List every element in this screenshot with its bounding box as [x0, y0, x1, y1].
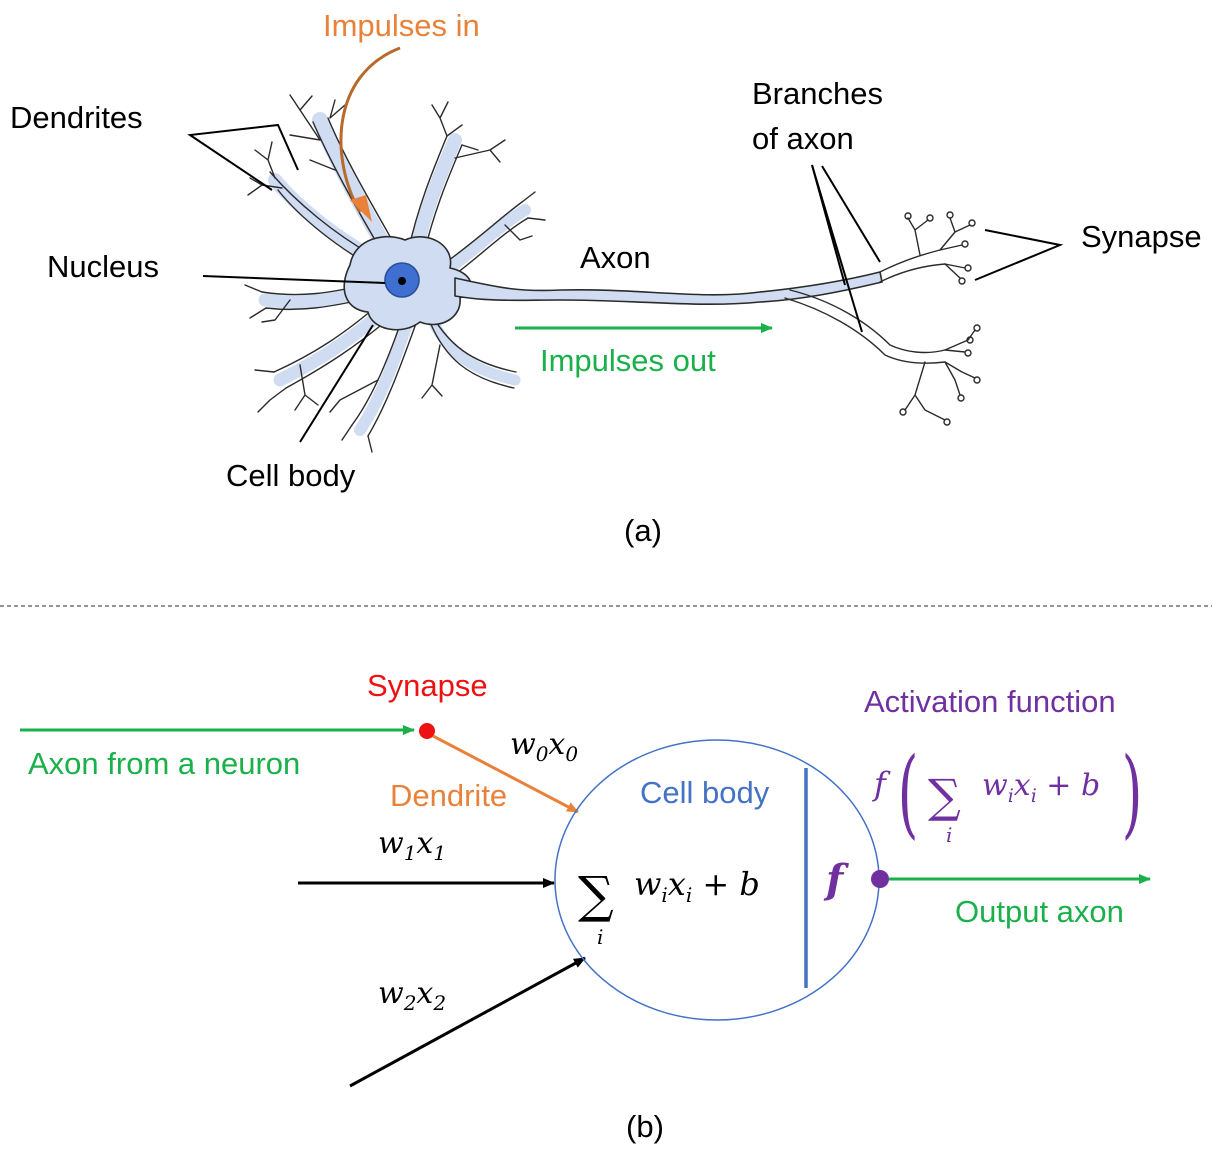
w0-letter: w [510, 727, 536, 762]
synapse-label-b: Synapse [367, 668, 488, 703]
input-w2x2-arrow [349, 956, 586, 1088]
x0-subscript: 0 [565, 742, 578, 766]
cell-sum-index: i [597, 925, 603, 949]
w1x1-term: w1x1 [378, 826, 446, 865]
cell-body-label-a: Cell body [226, 458, 356, 493]
caption-a: (a) [624, 513, 662, 548]
impulses-in-arrow [339, 46, 401, 213]
w0-subscript: 0 [536, 742, 549, 766]
activation-formula: f ( ∑ i wixi + b ) [872, 738, 1142, 850]
activation-f-symbol: f [823, 856, 849, 903]
axon-body [454, 271, 883, 306]
synapse-dot [419, 723, 435, 739]
act-x-letter: x [1014, 768, 1031, 803]
activation-function-label: Activation function [864, 684, 1116, 719]
x1-subscript: 1 [433, 841, 446, 865]
activation-dot [871, 870, 889, 888]
cell-sum-symbol: ∑ [578, 866, 614, 924]
act-sum-index: i [946, 823, 952, 847]
leader-lines-a [187, 123, 1064, 443]
act-plus-b: + b [1037, 768, 1100, 803]
act-sum-symbol: ∑ [928, 769, 961, 823]
impulses-in-label: Impulses in [323, 8, 480, 43]
biological-neuron-drawing [244, 94, 981, 453]
cell-w-subscript: i [661, 883, 667, 907]
act-f-letter: f [872, 765, 891, 803]
axon-label: Axon [580, 240, 651, 275]
branches-label-line2: of axon [752, 121, 854, 156]
cell-x-letter: x [668, 865, 686, 903]
cell-sum-terms: wixi + b [634, 865, 760, 907]
act-x-subscript: i [1031, 785, 1037, 807]
w2-subscript: 2 [403, 991, 417, 1015]
w0x0-term: w0x0 [510, 727, 578, 766]
dendrite-label: Dendrite [390, 778, 507, 813]
x2-subscript: 2 [432, 991, 446, 1015]
act-left-paren: ( [898, 738, 919, 850]
w1-subscript: 1 [404, 841, 417, 865]
cell-plus-b: + b [692, 865, 760, 903]
w2-letter: w [378, 976, 404, 1011]
act-w-letter: w [982, 768, 1008, 803]
impulses-out-label: Impulses out [540, 343, 716, 378]
output-axon-label: Output axon [955, 894, 1124, 929]
axon-terminals [784, 211, 981, 426]
nucleus-label: Nucleus [47, 249, 159, 284]
nucleolus [398, 277, 406, 285]
impulses-in-arrowhead [350, 195, 372, 222]
cell-body-label-b: Cell body [640, 775, 770, 810]
cell-w-letter: w [634, 865, 661, 903]
w1-letter: w [378, 826, 404, 861]
branches-label-line1: Branches [752, 76, 883, 111]
dendrites-label: Dendrites [10, 100, 143, 135]
x2-letter: x [416, 976, 433, 1011]
act-right-paren: ) [1122, 738, 1143, 850]
axon-from-neuron-label: Axon from a neuron [28, 746, 300, 781]
synapse-label-a: Synapse [1081, 219, 1202, 254]
dendrite-line [432, 734, 579, 814]
act-w-subscript: i [1008, 785, 1014, 807]
caption-b: (b) [626, 1109, 664, 1144]
cell-x-subscript: i [686, 883, 692, 907]
act-terms: wixi + b [982, 768, 1100, 807]
x1-letter: x [416, 826, 433, 861]
x0-letter: x [548, 727, 565, 762]
w2x2-term: w2x2 [378, 976, 446, 1015]
